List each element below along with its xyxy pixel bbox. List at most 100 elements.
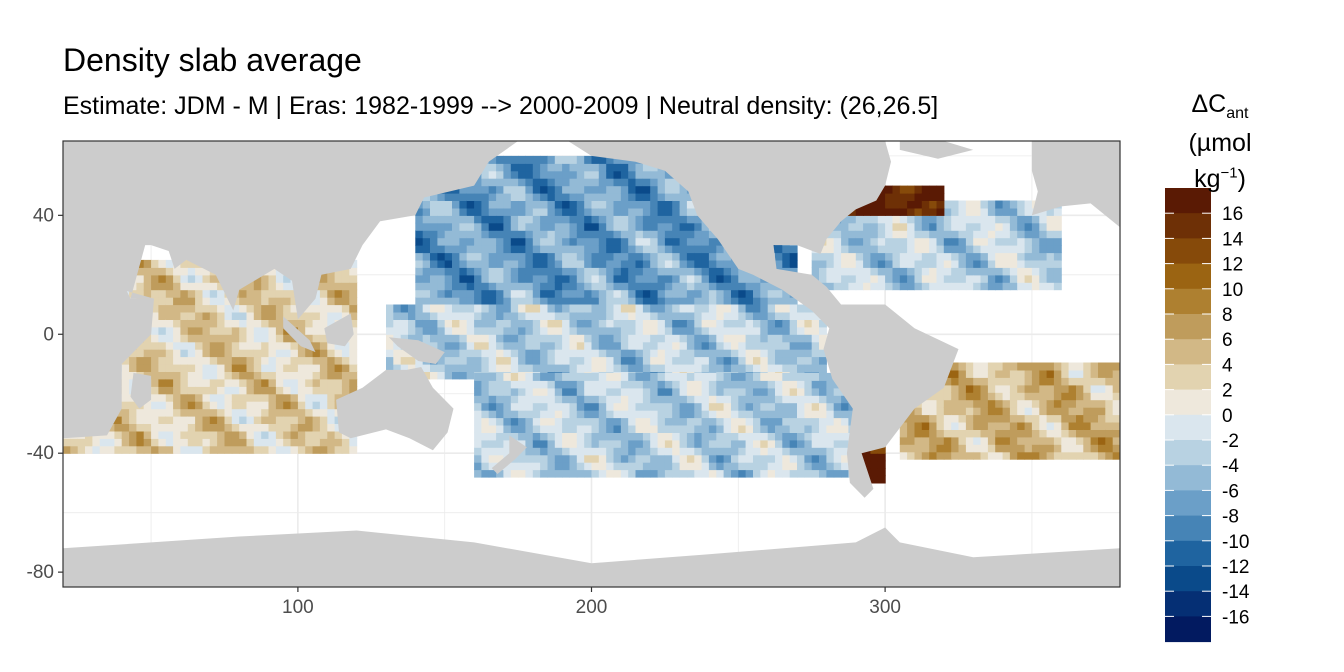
data-cell xyxy=(239,304,248,313)
data-cell xyxy=(319,438,328,447)
data-cell xyxy=(1112,436,1120,445)
data-cell xyxy=(297,364,306,372)
data-cell xyxy=(686,245,695,254)
data-cell xyxy=(180,274,189,283)
data-cell xyxy=(760,372,769,381)
data-cell xyxy=(224,416,233,424)
data-cell xyxy=(569,454,578,463)
data-cell xyxy=(474,410,482,419)
data-cell xyxy=(657,349,666,358)
data-cell xyxy=(775,432,783,441)
data-cell xyxy=(297,438,306,447)
data-cell xyxy=(173,423,181,432)
data-cell xyxy=(672,237,681,246)
data-cell xyxy=(1017,407,1026,416)
data-cell xyxy=(628,432,637,441)
data-cell xyxy=(1024,414,1033,423)
data-cell xyxy=(275,408,284,417)
data-cell xyxy=(620,410,629,419)
data-cell xyxy=(518,334,526,343)
data-cell xyxy=(1105,429,1114,438)
data-cell xyxy=(496,349,504,358)
data-cell xyxy=(620,380,629,389)
data-cell xyxy=(496,372,504,381)
data-cell xyxy=(437,222,446,231)
data-cell xyxy=(430,245,438,254)
data-cell xyxy=(1053,230,1062,239)
data-cell xyxy=(562,304,570,313)
data-cell xyxy=(650,185,659,194)
data-cell xyxy=(973,436,982,445)
data-cell xyxy=(716,245,725,254)
data-cell xyxy=(731,402,739,411)
data-cell xyxy=(275,341,284,350)
data-cell xyxy=(650,454,659,463)
data-cell xyxy=(951,384,960,393)
data-cell xyxy=(921,245,930,254)
data-cell xyxy=(327,341,336,350)
data-cell xyxy=(231,393,240,402)
data-cell xyxy=(841,222,849,231)
data-cell xyxy=(1061,384,1070,393)
data-cell xyxy=(606,245,615,254)
data-cell xyxy=(1017,207,1026,216)
data-cell xyxy=(745,469,754,478)
data-cell xyxy=(576,185,585,194)
data-cell xyxy=(1053,414,1062,423)
data-cell xyxy=(657,274,666,283)
data-cell xyxy=(929,215,938,224)
data-cell xyxy=(253,408,262,417)
data-cell xyxy=(165,341,174,350)
data-cell xyxy=(187,334,196,343)
data-cell xyxy=(995,282,1004,291)
data-cell xyxy=(701,439,710,448)
data-cell xyxy=(525,200,534,209)
data-cell xyxy=(650,410,659,419)
data-cell xyxy=(1009,407,1018,416)
data-cell xyxy=(474,395,482,404)
data-cell xyxy=(290,349,299,358)
data-cell xyxy=(591,193,600,201)
data-cell xyxy=(664,334,673,343)
data-cell xyxy=(496,326,504,335)
data-cell xyxy=(987,399,996,408)
data-cell xyxy=(936,436,945,445)
data-cell xyxy=(1076,407,1084,416)
data-cell xyxy=(921,200,930,209)
data-cell xyxy=(987,392,996,401)
data-cell xyxy=(444,215,453,224)
data-cell xyxy=(540,259,548,268)
data-cell xyxy=(562,178,570,187)
data-cell xyxy=(995,414,1004,423)
data-cell xyxy=(415,267,424,276)
data-cell xyxy=(987,451,996,460)
data-cell xyxy=(613,237,622,246)
data-cell xyxy=(195,304,203,313)
data-cell xyxy=(598,267,607,276)
data-cell xyxy=(459,304,468,313)
data-cell xyxy=(143,401,152,410)
data-cell xyxy=(606,200,615,209)
data-cell xyxy=(525,274,534,283)
data-cell xyxy=(936,245,945,254)
data-cell xyxy=(620,178,629,187)
data-cell xyxy=(180,341,189,350)
data-cell xyxy=(811,469,820,478)
data-cell xyxy=(833,222,842,231)
data-cell xyxy=(672,289,681,298)
data-cell xyxy=(319,289,328,298)
data-cell xyxy=(650,319,659,328)
data-cell xyxy=(510,215,519,224)
data-cell xyxy=(202,341,211,350)
data-cell xyxy=(547,447,556,456)
data-cell xyxy=(547,410,556,419)
data-cell xyxy=(767,432,776,441)
data-cell xyxy=(562,326,570,335)
data-cell xyxy=(195,326,203,335)
data-cell xyxy=(833,425,842,433)
data-cell xyxy=(305,356,314,365)
data-cell xyxy=(334,282,343,291)
data-cell xyxy=(341,356,350,365)
data-cell xyxy=(664,319,673,328)
data-cell xyxy=(540,439,548,448)
